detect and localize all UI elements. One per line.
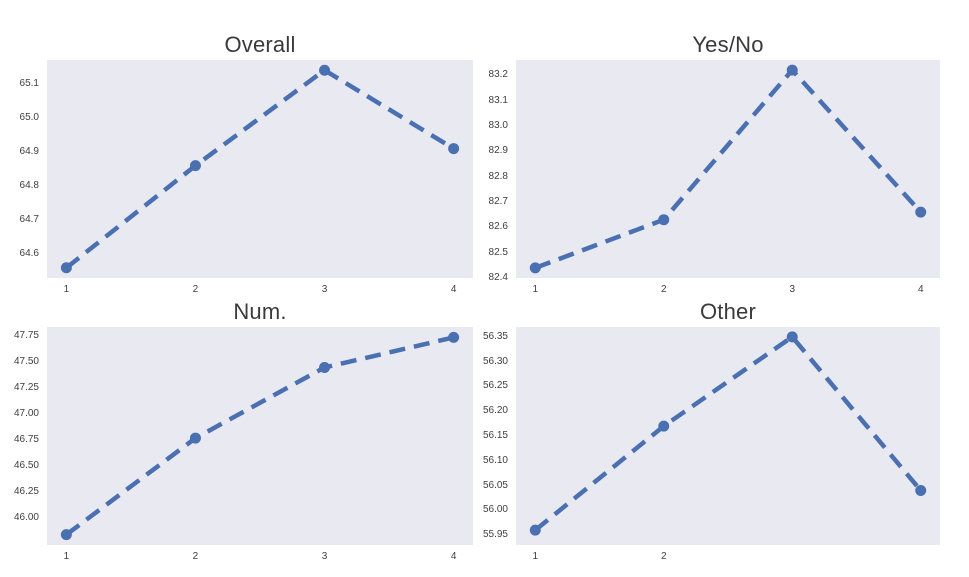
data-point-marker <box>658 214 670 226</box>
chart-title-overall: Overall <box>224 32 296 57</box>
data-point-marker <box>189 432 201 444</box>
data-line <box>65 335 455 537</box>
y-tick-label: 56.35 <box>482 330 508 342</box>
data-point-marker <box>529 524 541 536</box>
y-tick-label: 47.50 <box>13 356 39 368</box>
x-tick-label: 2 <box>192 284 199 295</box>
y-tick-label: 64.7 <box>19 214 39 226</box>
data-point-marker <box>786 331 798 343</box>
y-tick-label: 64.9 <box>19 145 39 157</box>
x-tick-label: 3 <box>789 284 796 295</box>
y-tick-label: 82.4 <box>488 272 508 283</box>
chart-title-yes-no: Yes/No <box>692 32 764 57</box>
y-tick-label: 56.25 <box>482 380 508 392</box>
line-chart <box>60 64 460 274</box>
x-tick-label: 2 <box>192 551 199 562</box>
y-tick-label: 82.7 <box>488 195 508 207</box>
y-tick-label: 56.30 <box>482 355 508 367</box>
data-point-marker <box>915 485 927 496</box>
y-tick-label: 82.5 <box>488 246 508 258</box>
line-chart <box>60 331 460 541</box>
data-point-marker <box>658 420 670 432</box>
plot-area-other <box>516 327 940 545</box>
data-point-marker <box>60 529 72 541</box>
y-tick-label: 64.8 <box>19 180 39 192</box>
plot-area-yes-no <box>516 60 940 278</box>
data-line <box>534 67 923 271</box>
y-tick-label: 82.9 <box>488 145 508 157</box>
y-tick-label: 56.20 <box>482 405 508 417</box>
y-tick-label: 82.6 <box>488 221 508 233</box>
data-point-marker <box>60 262 72 274</box>
plot-area-num <box>47 327 473 545</box>
y-tick-label: 65.1 <box>19 77 39 89</box>
x-tick-label: 1 <box>532 551 539 562</box>
chart-title-other: Other <box>699 299 757 324</box>
y-tick-label: 65.0 <box>19 111 39 123</box>
line-chart <box>529 331 927 536</box>
line-chart <box>529 64 927 274</box>
data-point-marker <box>189 160 201 172</box>
x-tick-label: 4 <box>450 551 457 562</box>
y-tick-label: 46.25 <box>13 486 39 498</box>
data-point-marker <box>529 262 541 274</box>
y-tick-label: 82.8 <box>488 170 508 182</box>
x-tick-label: 1 <box>63 551 70 562</box>
y-tick-label: 64.6 <box>19 248 39 260</box>
x-tick-label: 3 <box>321 284 328 295</box>
y-tick-label: 46.50 <box>13 460 39 472</box>
y-tick-label: 83.2 <box>488 69 508 81</box>
y-tick-label: 47.25 <box>13 382 39 394</box>
y-tick-label: 83.0 <box>488 119 508 131</box>
data-line <box>65 67 455 270</box>
data-point-marker <box>448 143 460 155</box>
data-point-marker <box>448 331 460 343</box>
x-tick-label: 4 <box>917 284 924 295</box>
data-point-marker <box>915 206 927 218</box>
data-point-marker <box>319 64 331 76</box>
data-line <box>533 334 923 532</box>
x-tick-label: 2 <box>660 284 667 295</box>
plot-area-overall <box>47 60 473 278</box>
y-tick-label: 56.10 <box>482 454 508 466</box>
x-tick-label: 3 <box>321 551 328 562</box>
data-point-marker <box>319 361 331 373</box>
y-tick-label: 47.00 <box>13 408 39 420</box>
data-point-marker <box>786 64 798 76</box>
x-tick-label: 1 <box>63 284 70 295</box>
y-tick-label: 83.1 <box>488 94 508 106</box>
x-tick-label: 4 <box>450 284 457 295</box>
y-tick-label: 55.95 <box>482 529 508 541</box>
y-tick-label: 56.05 <box>482 479 508 491</box>
x-tick-label: 1 <box>532 284 539 295</box>
y-tick-label: 46.00 <box>13 512 39 523</box>
x-tick-label: 2 <box>660 551 667 562</box>
y-tick-label: 46.75 <box>13 434 39 446</box>
y-tick-label: 47.75 <box>13 330 39 342</box>
chart-title-num: Num. <box>233 299 287 324</box>
y-tick-label: 56.00 <box>482 504 508 516</box>
y-tick-label: 56.15 <box>482 430 508 441</box>
